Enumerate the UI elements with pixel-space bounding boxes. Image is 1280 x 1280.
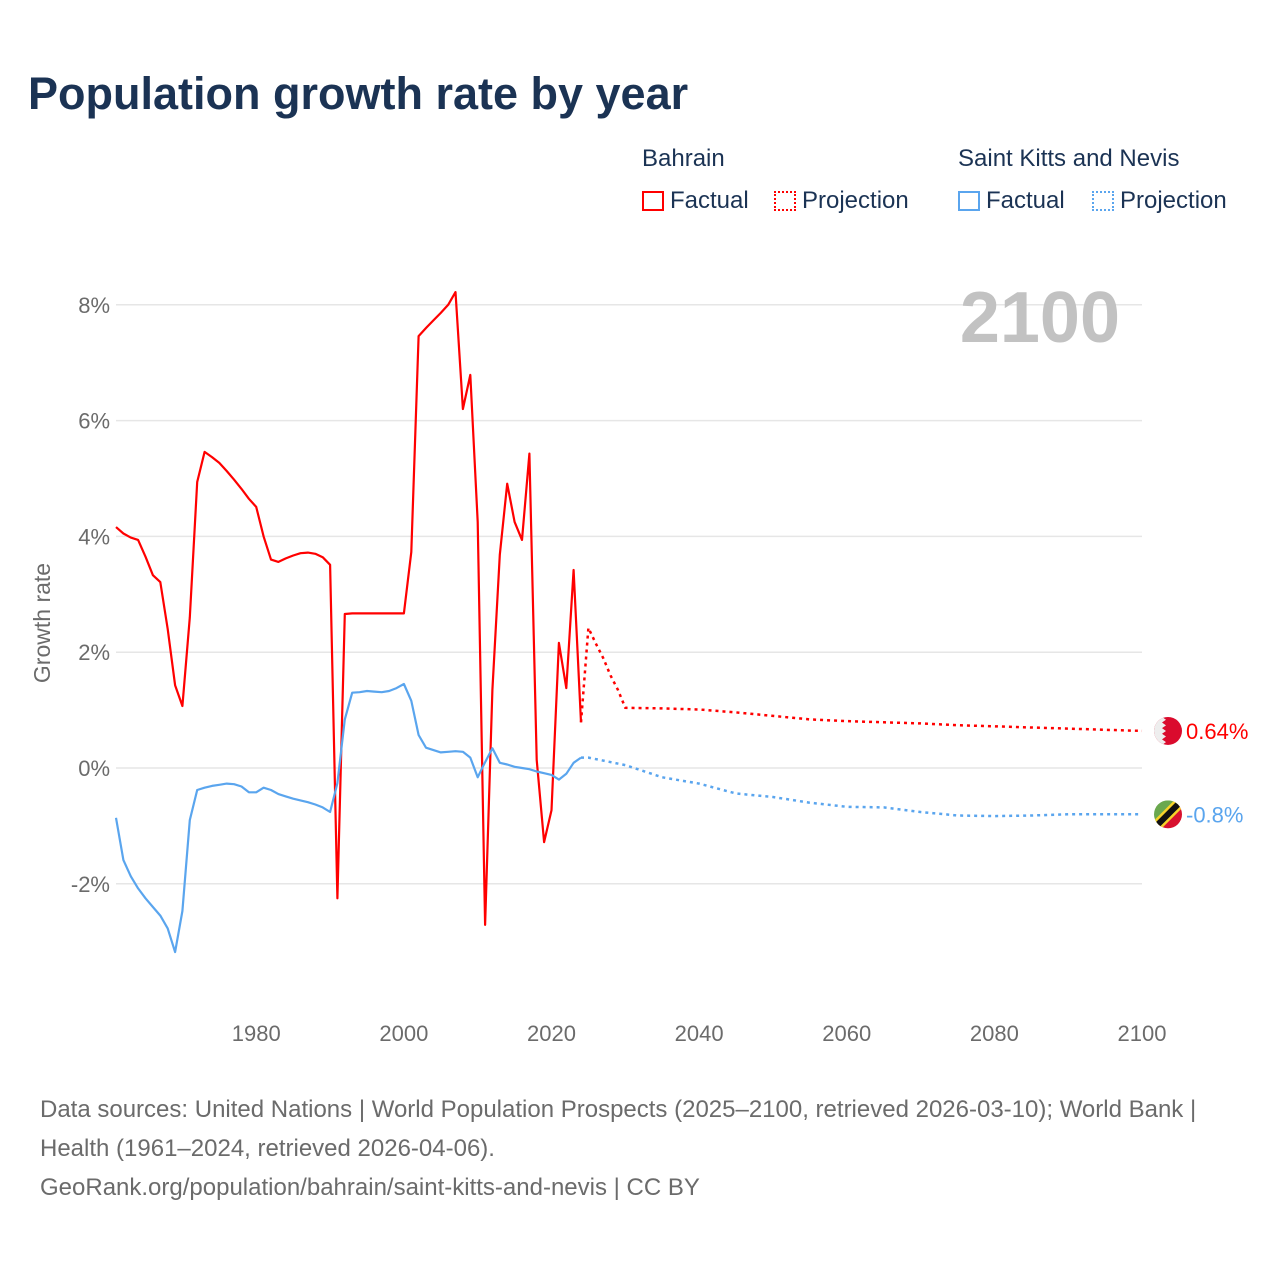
- legend-swatch-dotted: [774, 191, 796, 211]
- footer-sources: Data sources: United Nations | World Pop…: [40, 1096, 1197, 1162]
- flag: [1154, 800, 1182, 829]
- legend-swatch-solid: [642, 191, 664, 211]
- y-tick-label: 4%: [78, 524, 110, 549]
- saint-kitts-and-nevis-flag-icon: [1154, 800, 1182, 829]
- x-tick-label: 1980: [232, 1021, 281, 1046]
- legend-label: Factual: [986, 187, 1065, 214]
- y-tick-label: 8%: [78, 293, 110, 318]
- legend-skn-projection[interactable]: Projection: [1092, 187, 1227, 215]
- x-tick-label: 2060: [822, 1021, 871, 1046]
- series-projection-line: [579, 623, 1143, 733]
- legend-swatch-dotted: [1092, 191, 1114, 211]
- series-projection-line: [581, 756, 1142, 818]
- bahrain-flag-icon: [1154, 716, 1182, 745]
- chart-title: Population growth rate by year: [28, 68, 689, 119]
- x-tick-label: 2080: [970, 1021, 1019, 1046]
- legend-bahrain-factual[interactable]: Factual: [642, 187, 749, 215]
- legend-label: Factual: [670, 187, 749, 214]
- year-watermark: 2100: [960, 278, 1120, 358]
- line-chart: -2% 0% 2% 4% 6% 8% 1980 2000 2020 2040 2060 2080 210…: [29, 278, 1248, 1046]
- legend-label: Projection: [802, 187, 909, 214]
- legend-group-title: Saint Kitts and Nevis: [958, 145, 1180, 172]
- y-tick-label: 6%: [78, 409, 110, 434]
- footer: Data sources: United Nations | World Pop…: [40, 1090, 1240, 1207]
- series-end-label: -0.8%: [1186, 802, 1243, 827]
- x-tick-label: 2020: [527, 1021, 576, 1046]
- x-tick-label: 2040: [675, 1021, 724, 1046]
- legend-skn-factual[interactable]: Factual: [958, 187, 1065, 215]
- y-tick-label: 0%: [78, 756, 110, 781]
- x-tick-label: 2000: [379, 1021, 428, 1046]
- legend-label: Projection: [1120, 187, 1227, 214]
- legend-bahrain-projection[interactable]: Projection: [774, 187, 909, 215]
- y-tick-label: -2%: [71, 872, 110, 897]
- y-tick-label: 2%: [78, 640, 110, 665]
- series-end-label: 0.64%: [1186, 719, 1248, 744]
- legend-swatch-solid: [958, 191, 980, 211]
- footer-attribution[interactable]: GeoRank.org/population/bahrain/saint-kit…: [40, 1174, 700, 1201]
- x-tick-label: 2100: [1118, 1021, 1167, 1046]
- legend-group-title: Bahrain: [642, 145, 725, 172]
- flag-white: [1154, 716, 1166, 745]
- y-axis-label: Growth rate: [29, 563, 55, 683]
- series-factual-line: [115, 291, 583, 927]
- series-factual-line: [114, 682, 582, 954]
- flag: [1154, 716, 1182, 745]
